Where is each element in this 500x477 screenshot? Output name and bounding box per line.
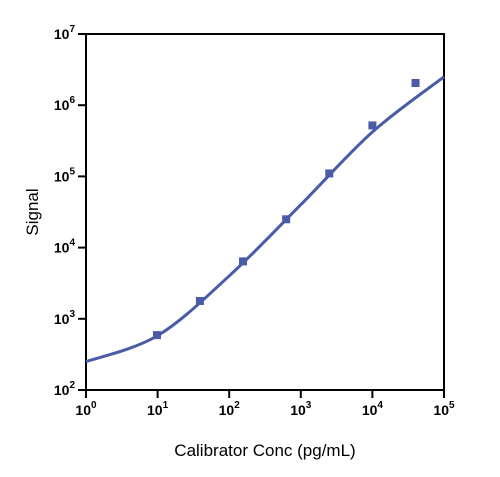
data-point [282,215,291,224]
tick-exponent: 2 [69,380,75,391]
tick-base: 10 [54,168,70,184]
tick-base: 10 [75,402,91,418]
tick-exponent: 3 [306,400,312,411]
x-axis: 100 101 102 103 104 105 [75,390,455,418]
x-tick-label: 100 [75,400,97,418]
data-point [325,169,334,178]
tick-exponent: 4 [377,400,383,411]
x-axis-title: Calibrator Conc (pg/mL) [174,441,355,460]
y-tick-label: 107 [54,24,76,42]
x-tick-label: 104 [362,400,384,418]
tick-exponent: 0 [91,400,97,411]
tick-exponent: 3 [69,309,75,320]
tick-exponent: 5 [449,400,455,411]
tick-base: 10 [433,402,449,418]
data-point [195,296,204,305]
plot-area [85,33,445,391]
tick-exponent: 4 [69,238,75,249]
tick-base: 10 [219,402,235,418]
tick-base: 10 [54,97,70,113]
y-axis-title: Signal [23,188,42,235]
tick-base: 10 [54,240,70,256]
tick-base: 10 [54,26,70,42]
x-tick-label: 101 [147,400,169,418]
y-tick-label: 102 [54,380,76,398]
tick-base: 10 [362,402,378,418]
data-point [411,79,420,88]
y-tick-label: 105 [54,166,76,184]
tick-base: 10 [147,402,163,418]
data-series [85,75,445,364]
data-point [152,331,161,340]
y-tick-label: 106 [54,95,76,113]
tick-base: 10 [290,402,306,418]
x-tick-label: 105 [433,400,455,418]
plot-frame [85,33,445,391]
tick-exponent: 6 [69,95,75,106]
tick-base: 10 [54,382,70,398]
x-tick-label: 102 [219,400,241,418]
data-point [368,121,377,130]
tick-exponent: 1 [163,400,169,411]
y-tick-label: 104 [54,238,76,256]
tick-base: 10 [54,311,70,327]
tick-exponent: 7 [69,24,75,35]
y-tick-label: 103 [54,309,76,327]
data-point [239,257,248,266]
fit-curve-line [85,75,445,364]
x-tick-label: 103 [290,400,312,418]
tick-exponent: 5 [69,166,75,177]
tick-exponent: 2 [234,400,240,411]
